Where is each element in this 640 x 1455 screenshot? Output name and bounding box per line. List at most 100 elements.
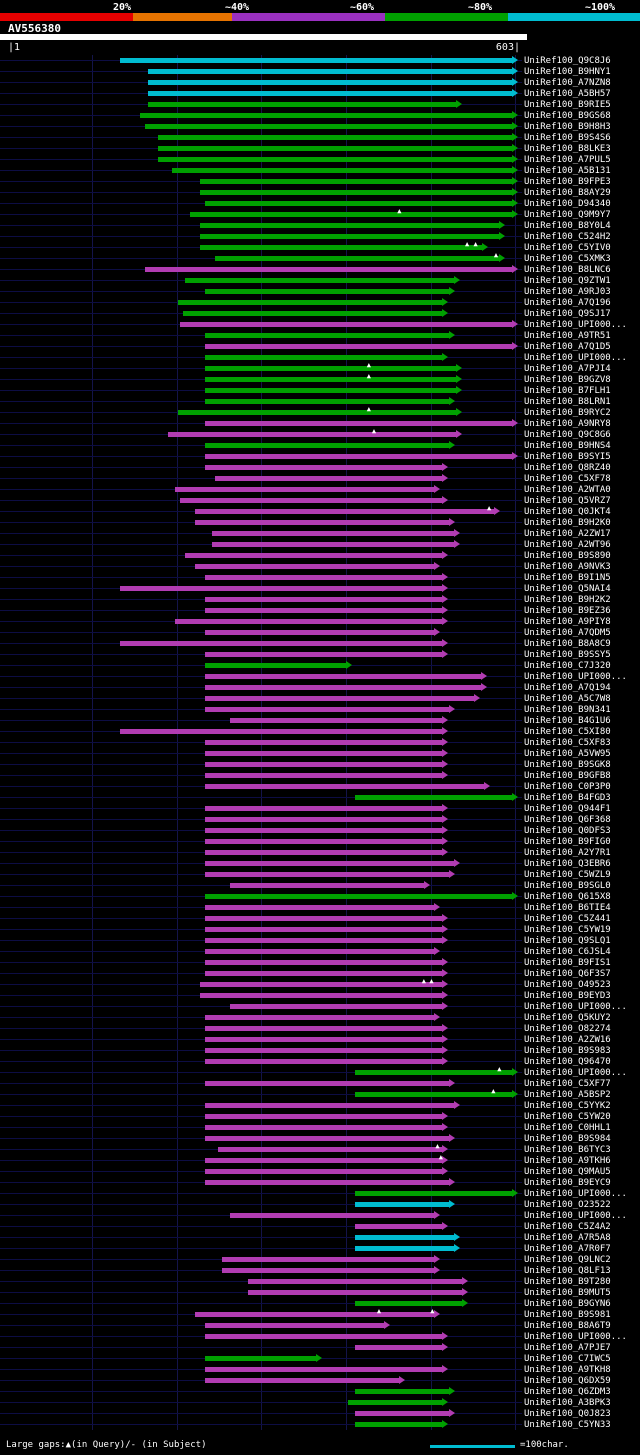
hit-label[interactable]: UniRef100_A9TKH8	[524, 1365, 611, 1375]
hit-label[interactable]: UniRef100_B9EYC9	[524, 1178, 611, 1188]
hit-label[interactable]: UniRef100_UPI000...	[524, 672, 627, 682]
hit-label[interactable]: UniRef100_A7Q196	[524, 298, 611, 308]
alignment-bar[interactable]	[214, 256, 501, 261]
alignment-bar[interactable]	[347, 1400, 443, 1405]
alignment-bar[interactable]	[204, 652, 443, 657]
hit-label[interactable]: UniRef100_D94340	[524, 199, 611, 209]
alignment-bar[interactable]	[204, 1015, 436, 1020]
hit-label[interactable]: UniRef100_Q9LNC2	[524, 1255, 611, 1265]
alignment-bar[interactable]	[147, 69, 513, 74]
alignment-bar[interactable]	[204, 751, 443, 756]
hit-label[interactable]: UniRef100_B6TYC3	[524, 1145, 611, 1155]
alignment-bar[interactable]	[229, 1004, 443, 1009]
hit-label[interactable]: UniRef100_Q9MAU5	[524, 1167, 611, 1177]
alignment-bar[interactable]	[204, 1136, 451, 1141]
alignment-bar[interactable]	[204, 1059, 443, 1064]
alignment-bar[interactable]	[204, 575, 443, 580]
hit-label[interactable]: UniRef100_B9FIG0	[524, 837, 611, 847]
alignment-bar[interactable]	[174, 487, 436, 492]
alignment-bar[interactable]	[204, 1125, 443, 1130]
hit-label[interactable]: UniRef100_C0HHL1	[524, 1123, 611, 1133]
alignment-bar[interactable]	[204, 894, 513, 899]
alignment-bar[interactable]	[204, 971, 443, 976]
hit-label[interactable]: UniRef100_B9FIS1	[524, 958, 611, 968]
alignment-bar[interactable]	[204, 685, 482, 690]
hit-label[interactable]: UniRef100_A7PJI4	[524, 364, 611, 374]
hit-label[interactable]: UniRef100_A7PUL5	[524, 155, 611, 165]
hit-label[interactable]: UniRef100_Q8LF13	[524, 1266, 611, 1276]
hit-label[interactable]: UniRef100_C7J320	[524, 661, 611, 671]
hit-label[interactable]: UniRef100_B9SGK8	[524, 760, 611, 770]
alignment-bar[interactable]	[185, 553, 443, 558]
hit-label[interactable]: UniRef100_C7IWC5	[524, 1354, 611, 1364]
alignment-bar[interactable]	[204, 696, 475, 701]
alignment-bar[interactable]	[200, 993, 443, 998]
hit-label[interactable]: UniRef100_C5YW20	[524, 1112, 611, 1122]
hit-label[interactable]: UniRef100_A7Q1D5	[524, 342, 611, 352]
alignment-bar[interactable]	[204, 443, 451, 448]
alignment-bar[interactable]	[204, 608, 443, 613]
hit-label[interactable]: UniRef100_A5BSP2	[524, 1090, 611, 1100]
alignment-bar[interactable]	[204, 1158, 443, 1163]
hit-label[interactable]: UniRef100_UPI000...	[524, 1211, 627, 1221]
hit-label[interactable]: UniRef100_A5C7W8	[524, 694, 611, 704]
alignment-bar[interactable]	[204, 1037, 443, 1042]
hit-label[interactable]: UniRef100_B9RIE5	[524, 100, 611, 110]
alignment-bar[interactable]	[204, 454, 513, 459]
hit-label[interactable]: UniRef100_B9EZ36	[524, 606, 611, 616]
hit-label[interactable]: UniRef100_C5YIV0	[524, 243, 611, 253]
alignment-bar[interactable]	[204, 817, 443, 822]
hit-label[interactable]: UniRef100_Q9M9Y7	[524, 210, 611, 220]
hit-label[interactable]: UniRef100_A5B131	[524, 166, 611, 176]
hit-label[interactable]: UniRef100_UPI000...	[524, 1332, 627, 1342]
hit-label[interactable]: UniRef100_C5Z441	[524, 914, 611, 924]
alignment-bar[interactable]	[204, 828, 443, 833]
hit-label[interactable]: UniRef100_A3BPK3	[524, 1398, 611, 1408]
alignment-bar[interactable]	[174, 619, 443, 624]
hit-label[interactable]: UniRef100_C5XI80	[524, 727, 611, 737]
hit-label[interactable]: UniRef100_B9I1N5	[524, 573, 611, 583]
alignment-bar[interactable]	[204, 1323, 386, 1328]
hit-label[interactable]: UniRef100_B9S983	[524, 1046, 611, 1056]
hit-label[interactable]: UniRef100_B9GYN6	[524, 1299, 611, 1309]
alignment-bar[interactable]	[147, 80, 513, 85]
alignment-bar[interactable]	[222, 1268, 436, 1273]
hit-label[interactable]: UniRef100_B9N341	[524, 705, 611, 715]
hit-label[interactable]: UniRef100_C5WZL9	[524, 870, 611, 880]
hit-label[interactable]: UniRef100_A2ZW17	[524, 529, 611, 539]
alignment-bar[interactable]	[229, 883, 425, 888]
alignment-bar[interactable]	[204, 916, 443, 921]
alignment-bar[interactable]	[204, 388, 458, 393]
alignment-bar[interactable]	[247, 1279, 464, 1284]
alignment-bar[interactable]	[204, 1367, 443, 1372]
hit-label[interactable]: UniRef100_Q8RZ40	[524, 463, 611, 473]
hit-label[interactable]: UniRef100_B9T280	[524, 1277, 611, 1287]
alignment-bar[interactable]	[204, 1334, 443, 1339]
alignment-bar[interactable]	[204, 399, 451, 404]
hit-label[interactable]: UniRef100_A9RJ03	[524, 287, 611, 297]
alignment-bar[interactable]	[204, 465, 443, 470]
alignment-bar[interactable]	[200, 245, 484, 250]
alignment-bar[interactable]	[204, 1180, 451, 1185]
hit-label[interactable]: UniRef100_B9MUT5	[524, 1288, 611, 1298]
alignment-bar[interactable]	[204, 872, 451, 877]
hit-label[interactable]: UniRef100_Q9SJ17	[524, 309, 611, 319]
hit-label[interactable]: UniRef100_C6JSL4	[524, 947, 611, 957]
alignment-bar[interactable]	[200, 234, 501, 239]
hit-label[interactable]: UniRef100_B9GFB8	[524, 771, 611, 781]
alignment-bar[interactable]	[179, 322, 513, 327]
hit-label[interactable]: UniRef100_B9GS68	[524, 111, 611, 121]
hit-label[interactable]: UniRef100_C5YYK2	[524, 1101, 611, 1111]
alignment-bar[interactable]	[185, 278, 456, 283]
hit-label[interactable]: UniRef100_Q6DX59	[524, 1376, 611, 1386]
hit-label[interactable]: UniRef100_UPI000...	[524, 1068, 627, 1078]
hit-label[interactable]: UniRef100_B9SGL0	[524, 881, 611, 891]
hit-label[interactable]: UniRef100_A7R0F7	[524, 1244, 611, 1254]
hit-label[interactable]: UniRef100_B9HNS4	[524, 441, 611, 451]
hit-label[interactable]: UniRef100_Q0DFS3	[524, 826, 611, 836]
hit-label[interactable]: UniRef100_A9PIY8	[524, 617, 611, 627]
alignment-bar[interactable]	[204, 344, 513, 349]
alignment-bar[interactable]	[195, 509, 496, 514]
hit-label[interactable]: UniRef100_Q9C8J6	[524, 56, 611, 66]
alignment-bar[interactable]	[204, 333, 451, 338]
